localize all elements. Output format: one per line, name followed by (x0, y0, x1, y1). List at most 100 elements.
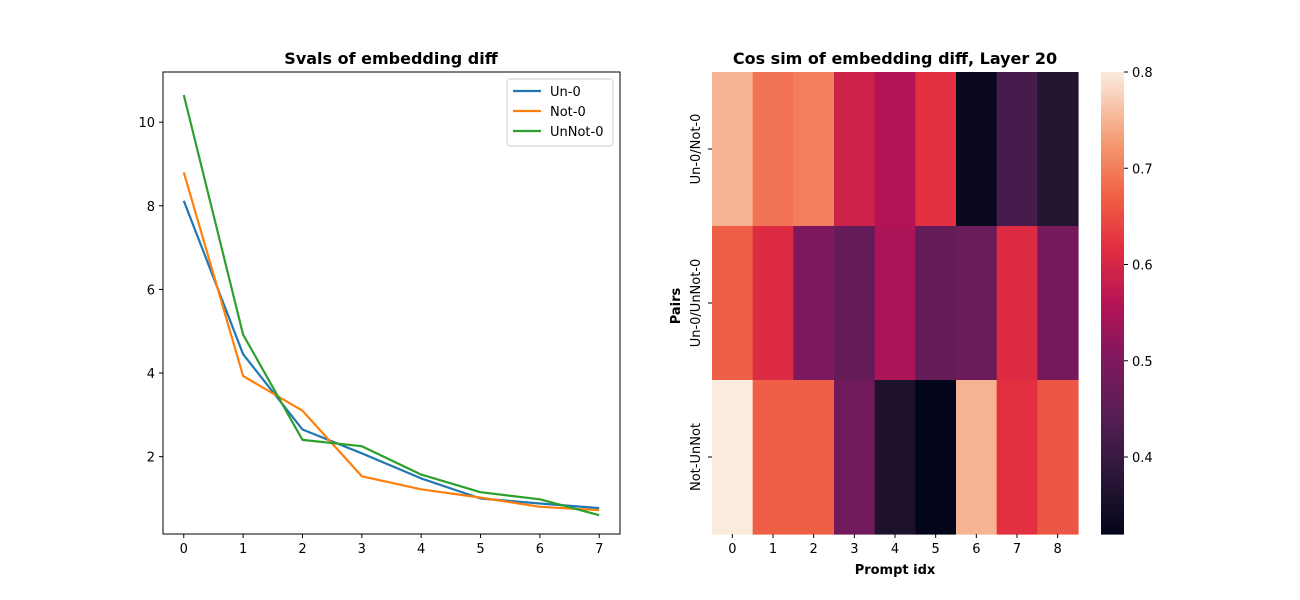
heatmap-cell (712, 72, 754, 227)
colorbar-segment (1101, 518, 1124, 524)
line-x-tick-label: 2 (298, 542, 306, 557)
colorbar-tick-label: 0.8 (1132, 66, 1153, 81)
legend-frame (506, 78, 614, 147)
colorbar-segment (1101, 341, 1124, 346)
heatmap-x-tick-label: 2 (810, 542, 818, 557)
colorbar-segment (1101, 495, 1124, 500)
heatmap-cell (996, 226, 1038, 381)
colorbar-segment (1101, 364, 1124, 370)
heatmap-y-tick-label: Un-0/Not-0 (689, 114, 704, 185)
colorbar-segment (1101, 179, 1124, 185)
colorbar-segment (1101, 110, 1124, 115)
colorbar-segment (1101, 383, 1124, 389)
heatmap-cell (874, 72, 916, 227)
colorbar-segment (1101, 510, 1124, 516)
colorbar-segment (1101, 526, 1124, 531)
colorbar-segment (1101, 480, 1124, 485)
line-x-tick-label: 1 (239, 542, 247, 557)
line-plot-frame (162, 71, 621, 535)
line-x-tick-label: 6 (536, 542, 544, 557)
series-line-un-0 (182, 200, 600, 510)
colorbar-segment (1101, 368, 1124, 373)
colorbar-segment (1101, 191, 1124, 196)
line-y-tick-label: 2 (147, 451, 155, 466)
colorbar-segment (1101, 453, 1124, 458)
heatmap-cell (834, 226, 876, 381)
colorbar-segment (1101, 122, 1124, 127)
colorbar-segment (1101, 376, 1124, 381)
colorbar-segment (1101, 91, 1124, 96)
line-y-tick-label: 4 (147, 367, 155, 382)
colorbar-segment (1101, 237, 1124, 242)
heatmap-cell (915, 380, 957, 535)
colorbar-segment (1101, 410, 1124, 416)
colorbar-segment (1101, 187, 1124, 192)
heatmap-x-tick-label: 5 (932, 542, 940, 557)
heatmap-cell (874, 380, 916, 535)
heatmap-cell (752, 380, 794, 535)
heatmap-x-tick-label: 7 (1013, 542, 1021, 557)
colorbar-segment (1101, 291, 1124, 296)
colorbar-segment (1101, 356, 1124, 362)
colorbar-segment (1101, 195, 1124, 200)
colorbar-segment (1101, 72, 1124, 77)
colorbar-segment (1101, 433, 1124, 439)
colorbar-segment (1101, 222, 1124, 227)
colorbar-segment (1101, 264, 1124, 269)
line-x-tick-label: 5 (476, 542, 484, 557)
colorbar-segment (1101, 233, 1124, 239)
heatmap-cell (956, 226, 998, 381)
colorbar-segment (1101, 337, 1124, 343)
colorbar-segment (1101, 507, 1124, 512)
heatmap-y-tick-label: Un-0/UnNot-0 (689, 259, 704, 348)
colorbar-segment (1101, 141, 1124, 146)
colorbar-segment (1101, 199, 1124, 204)
legend-label: UnNot-0 (550, 125, 604, 140)
colorbar-segment (1101, 137, 1124, 142)
colorbar-segment (1101, 164, 1124, 169)
heatmap-cell (1037, 380, 1079, 535)
colorbar-segment (1101, 283, 1124, 289)
colorbar-segment (1101, 530, 1124, 535)
line-x-tick-label: 3 (358, 542, 366, 557)
colorbar-segment (1101, 241, 1124, 246)
colorbar-segment (1101, 175, 1124, 181)
colorbar-segment (1101, 172, 1124, 177)
colorbar-segment (1101, 210, 1124, 216)
series-line-unnot-0 (182, 94, 600, 517)
heatmap-x-tick-label: 6 (972, 542, 980, 557)
heatmap-cell (1037, 72, 1079, 227)
colorbar-segment (1101, 102, 1124, 108)
colorbar-segment (1101, 125, 1124, 131)
colorbar-segment (1101, 314, 1124, 319)
colorbar-segment (1101, 483, 1124, 489)
heatmap-cell (996, 380, 1038, 535)
heatmap-title: Cos sim of embedding diff, Layer 20 (733, 49, 1057, 68)
colorbar-segment (1101, 118, 1124, 123)
heatmap-x-tick-label: 4 (891, 542, 899, 557)
colorbar-segment (1101, 426, 1124, 431)
line-y-tick-label: 6 (147, 283, 155, 298)
colorbar-segment (1101, 183, 1124, 189)
colorbar-segment (1101, 372, 1124, 377)
heatmap-ylabel: Pairs (669, 287, 684, 324)
colorbar-segment (1101, 75, 1124, 81)
colorbar-segment (1101, 133, 1124, 139)
colorbar-tick-label: 0.4 (1132, 451, 1153, 466)
colorbar-segment (1101, 83, 1124, 88)
heatmap-x-tick-label: 1 (769, 542, 777, 557)
colorbar-segment (1101, 149, 1124, 154)
colorbar-segment (1101, 268, 1124, 273)
heatmap-cell (915, 226, 957, 381)
colorbar-segment (1101, 399, 1124, 404)
colorbar-segment (1101, 476, 1124, 481)
colorbar-segment (1101, 229, 1124, 235)
colorbar-segment (1101, 214, 1124, 219)
heatmap-cell (996, 72, 1038, 227)
colorbar-segment (1101, 464, 1124, 470)
heatmap-cell (834, 72, 876, 227)
heatmap-cell (793, 380, 835, 535)
heatmap-cell (874, 226, 916, 381)
heatmap-cell (1037, 226, 1079, 381)
legend-label: Not-0 (550, 105, 586, 120)
